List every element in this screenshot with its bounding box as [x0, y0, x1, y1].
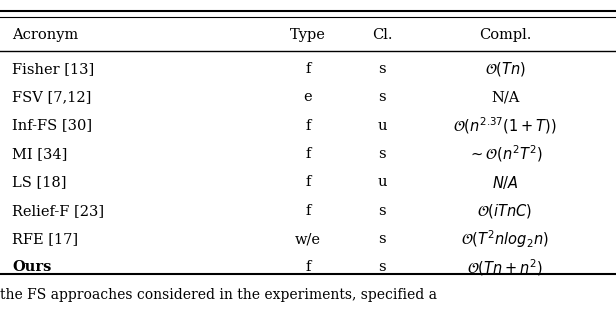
- Text: Fisher [13]: Fisher [13]: [12, 62, 95, 76]
- Text: Acronym: Acronym: [12, 28, 79, 42]
- Text: u: u: [377, 118, 387, 133]
- Text: MI [34]: MI [34]: [12, 147, 68, 161]
- Text: Ours: Ours: [12, 260, 52, 274]
- Text: f: f: [306, 204, 310, 218]
- Text: RFE [17]: RFE [17]: [12, 232, 78, 246]
- Text: $\sim\mathcal{O}(n^{2}T^{2})$: $\sim\mathcal{O}(n^{2}T^{2})$: [468, 144, 543, 164]
- Text: $N/A$: $N/A$: [492, 174, 519, 191]
- Text: Cl.: Cl.: [371, 28, 392, 42]
- Text: f: f: [306, 260, 310, 274]
- Text: LS [18]: LS [18]: [12, 175, 67, 189]
- Text: $\mathcal{O}(n^{2.37}(1+T))$: $\mathcal{O}(n^{2.37}(1+T))$: [453, 115, 557, 136]
- Text: FSV [7,12]: FSV [7,12]: [12, 90, 92, 104]
- Text: u: u: [377, 175, 387, 189]
- Text: Relief-F [23]: Relief-F [23]: [12, 204, 105, 218]
- Text: N/A: N/A: [491, 90, 519, 104]
- Text: f: f: [306, 147, 310, 161]
- Text: $\mathcal{O}(iTnC)$: $\mathcal{O}(iTnC)$: [477, 202, 533, 220]
- Text: s: s: [378, 232, 386, 246]
- Text: $\mathcal{O}(Tn)$: $\mathcal{O}(Tn)$: [485, 60, 525, 78]
- Text: Inf-FS [30]: Inf-FS [30]: [12, 118, 92, 133]
- Text: s: s: [378, 90, 386, 104]
- Text: the FS approaches considered in the experiments, specified a: the FS approaches considered in the expe…: [0, 287, 437, 302]
- Text: s: s: [378, 62, 386, 76]
- Text: s: s: [378, 260, 386, 274]
- Text: Compl.: Compl.: [479, 28, 532, 42]
- Text: f: f: [306, 175, 310, 189]
- Text: Type: Type: [290, 28, 326, 42]
- Text: s: s: [378, 204, 386, 218]
- Text: f: f: [306, 118, 310, 133]
- Text: $\mathcal{O}(T^{2}nlog_{2}n)$: $\mathcal{O}(T^{2}nlog_{2}n)$: [461, 228, 549, 250]
- Text: s: s: [378, 147, 386, 161]
- Text: w/e: w/e: [295, 232, 321, 246]
- Text: e: e: [304, 90, 312, 104]
- Text: $\mathcal{O}(Tn+n^{2})$: $\mathcal{O}(Tn+n^{2})$: [467, 257, 543, 278]
- Text: f: f: [306, 62, 310, 76]
